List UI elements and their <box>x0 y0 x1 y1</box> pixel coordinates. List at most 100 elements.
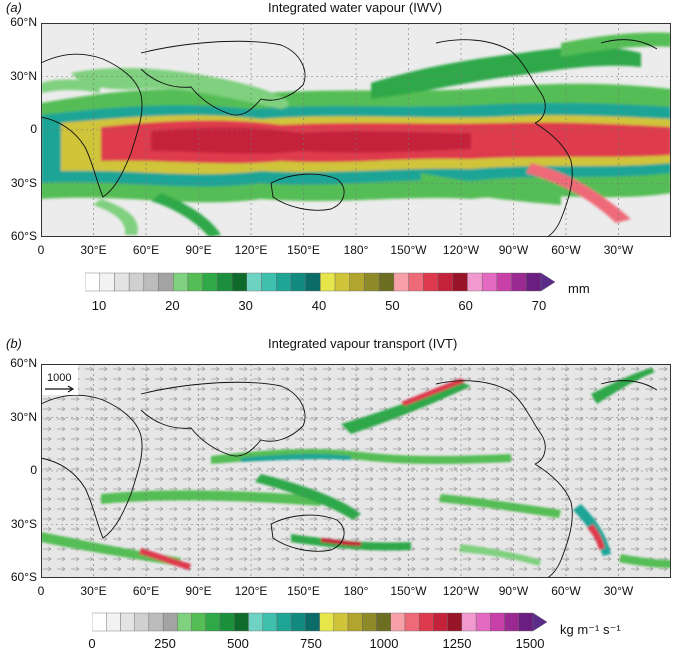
panel-b-lon-label: 60°W <box>551 584 581 598</box>
panel-b-lat-label: 30°S <box>10 516 37 531</box>
panel-a-iwv-map <box>41 23 671 237</box>
panel-b-lat-label: 60°N <box>10 356 37 370</box>
panel-b-lat-label: 60°S <box>10 570 37 584</box>
panel-a-coastlines <box>41 39 658 237</box>
panel-a-colorbar-swatch <box>408 272 424 292</box>
panel-b-lon-label: 120°E <box>234 584 268 598</box>
panel-a-lat-label: 30°N <box>10 68 37 83</box>
panel-b-colorbar-swatch <box>120 612 135 632</box>
panel-a-colorbar-swatch <box>99 272 115 292</box>
panel-b-reference-label: 1000 <box>47 372 72 384</box>
panel-b-lon-label: 90°E <box>185 584 212 598</box>
panel-a-lon-label: 120°W <box>442 243 480 257</box>
panel-b-colorbar-label: 1000 <box>369 636 399 651</box>
panel-a-lat-label: 30°S <box>10 175 37 190</box>
panel-b-colorbar-swatch <box>177 612 192 632</box>
panel-a-colorbar-swatch <box>364 272 380 292</box>
panel-b-lon-label: 0 <box>37 584 45 598</box>
panel-b-transport-field <box>41 368 671 570</box>
panel-b-colorbar-swatch <box>347 612 363 632</box>
panel-b-lon-label: 150°E <box>287 584 320 598</box>
panel-b-colorbar-swatch <box>447 612 463 632</box>
panel-a-colorbar-swatch <box>114 272 130 292</box>
panel-a-colorbar-swatch <box>378 272 395 292</box>
panel-b-colorbar-swatch <box>333 612 349 632</box>
panel-a-colorbar-swatch <box>173 272 189 292</box>
panel-b-colorbar-swatch <box>418 612 434 632</box>
panel-a-colorbar-swatch <box>290 272 306 292</box>
panel-b-lon-label: 150°W <box>390 584 427 598</box>
panel-b-colorbar-swatch <box>461 612 477 632</box>
panel-a-colorbar-swatch <box>423 272 439 292</box>
panel-b-colorbar-swatch <box>106 612 121 632</box>
panel-b-lat-label: 0 <box>30 463 37 477</box>
panel-a-colorbar-swatch <box>128 272 145 292</box>
panel-b-colorbar-swatch <box>191 612 207 632</box>
panel-b-colorbar-label: 500 <box>227 636 249 651</box>
panel-a-frame <box>41 23 671 237</box>
panel-a-colorbar-label: 10 <box>91 298 107 313</box>
panel-b-colorbar-swatch <box>518 612 534 632</box>
panel-b-colorbar-swatch <box>248 612 263 632</box>
panel-a-colorbar-label: 60 <box>458 298 473 313</box>
panel-a-colorbar-label: 30 <box>238 298 253 313</box>
panel-a-colorbar-extension <box>540 272 555 292</box>
panel-a-colorbar-swatch <box>217 272 233 292</box>
panel-b-colorbar-swatch <box>490 612 505 632</box>
panel-b-colorbar-swatch <box>376 612 391 632</box>
panel-b-lon-label: 60°E <box>132 584 160 598</box>
panel-b-colorbar-extension <box>532 612 547 632</box>
panel-b-coastlines <box>41 380 658 578</box>
panel-a-colorbar-swatch <box>452 272 468 292</box>
panel-b-lon-label: 180° <box>343 584 369 598</box>
panel-a-colorbar-swatch <box>467 272 483 292</box>
panel-a-lon-label: 150°E <box>287 243 320 257</box>
panel-a-lon-label: 30°W <box>603 243 634 257</box>
panel-a-colorbar-swatch <box>202 272 218 292</box>
panel-b-lon-label: 120°W <box>442 584 480 598</box>
panel-a-colorbar-swatch <box>143 272 159 292</box>
panel-a-colorbar-swatch <box>246 272 262 292</box>
panel-a-colorbar-swatch <box>231 272 248 292</box>
panel-b-lat-label: 30°N <box>10 409 37 424</box>
panel-b-colorbar-swatch <box>234 612 249 632</box>
panel-b-colorbar-units: kg m⁻¹ s⁻¹ <box>560 622 621 637</box>
panel-b-lon-label: 30°W <box>603 584 634 598</box>
panel-b-reference-arrow <box>45 385 75 393</box>
panel-b-colorbar-label: 1500 <box>515 636 545 651</box>
panel-a-colorbar-swatch <box>320 272 336 292</box>
panel-a-lat-label: 0 <box>30 122 37 136</box>
panel-a-lon-label: 60°W <box>551 243 581 257</box>
panel-b-colorbar-swatch <box>433 612 448 632</box>
panel-b-ivt-map <box>41 364 671 578</box>
panel-b-colorbar-swatch <box>262 612 278 632</box>
panel-b-colorbar-swatch <box>92 612 107 632</box>
panel-a-lon-label: 60°E <box>132 243 160 257</box>
panel-b-letter: (b) <box>6 336 22 351</box>
panel-a-lon-label: 180° <box>343 243 369 257</box>
panel-b-colorbar-swatch <box>219 612 235 632</box>
panel-a-letter: (a) <box>6 0 22 15</box>
panel-a-colorbar-swatch <box>511 272 527 292</box>
panel-a-colorbar-label: 50 <box>385 298 400 313</box>
panel-a-colorbar-swatch <box>261 272 277 292</box>
panel-a-lon-label: 90°E <box>185 243 212 257</box>
panel-b-graticule <box>41 364 671 578</box>
panel-a-colorbar-label: 20 <box>165 298 180 313</box>
panel-a-colorbar-swatch <box>85 272 100 292</box>
panel-a-colorbar-swatch <box>349 272 365 292</box>
panel-a-lon-label: 150°W <box>390 243 427 257</box>
panel-b-colorbar-swatch <box>475 612 491 632</box>
panel-a-colorbar-units: mm <box>568 281 590 296</box>
panel-a-colorbar-label: 70 <box>531 298 547 313</box>
panel-a-lon-label: 0 <box>37 243 45 257</box>
panel-a-colorbar-swatch <box>481 272 498 292</box>
panel-b-colorbar <box>92 612 547 632</box>
panel-a-colorbar-swatch <box>187 272 203 292</box>
panel-b-colorbar-swatch <box>390 612 406 632</box>
panel-b-colorbar-swatch <box>362 612 377 632</box>
panel-b-frame <box>41 364 671 578</box>
panel-a-lon-label: 30°E <box>80 243 107 257</box>
panel-b-lon-label: 30°E <box>80 584 107 598</box>
panel-b-colorbar-label: 250 <box>154 636 176 651</box>
